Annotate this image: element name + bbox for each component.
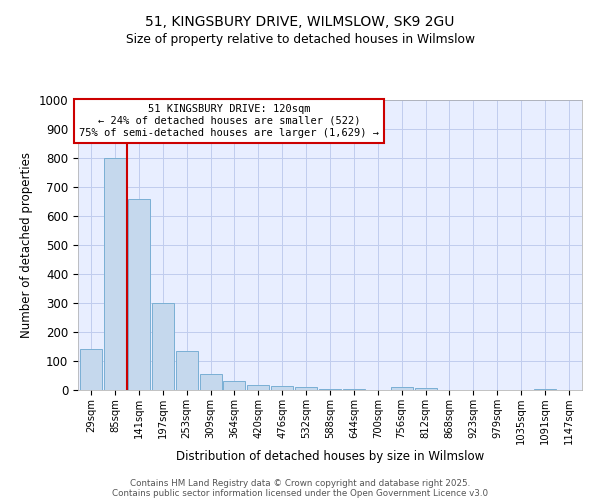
Text: Size of property relative to detached houses in Wilmslow: Size of property relative to detached ho… xyxy=(125,32,475,46)
Text: Contains public sector information licensed under the Open Government Licence v3: Contains public sector information licen… xyxy=(112,488,488,498)
Text: 51, KINGSBURY DRIVE, WILMSLOW, SK9 2GU: 51, KINGSBURY DRIVE, WILMSLOW, SK9 2GU xyxy=(145,15,455,29)
Bar xyxy=(534,389,556,390)
Bar xyxy=(271,386,293,390)
Bar xyxy=(80,350,102,390)
Bar xyxy=(295,387,317,390)
Bar xyxy=(319,388,341,390)
Bar xyxy=(247,385,269,390)
Bar xyxy=(415,388,437,390)
Bar xyxy=(128,198,150,390)
Bar xyxy=(176,351,197,390)
Y-axis label: Number of detached properties: Number of detached properties xyxy=(20,152,33,338)
Bar xyxy=(391,387,413,390)
Bar xyxy=(200,374,221,390)
Bar xyxy=(223,382,245,390)
Text: Contains HM Land Registry data © Crown copyright and database right 2025.: Contains HM Land Registry data © Crown c… xyxy=(130,478,470,488)
X-axis label: Distribution of detached houses by size in Wilmslow: Distribution of detached houses by size … xyxy=(176,450,484,463)
Bar xyxy=(104,158,126,390)
Text: 51 KINGSBURY DRIVE: 120sqm
← 24% of detached houses are smaller (522)
75% of sem: 51 KINGSBURY DRIVE: 120sqm ← 24% of deta… xyxy=(79,104,379,138)
Bar xyxy=(152,303,174,390)
